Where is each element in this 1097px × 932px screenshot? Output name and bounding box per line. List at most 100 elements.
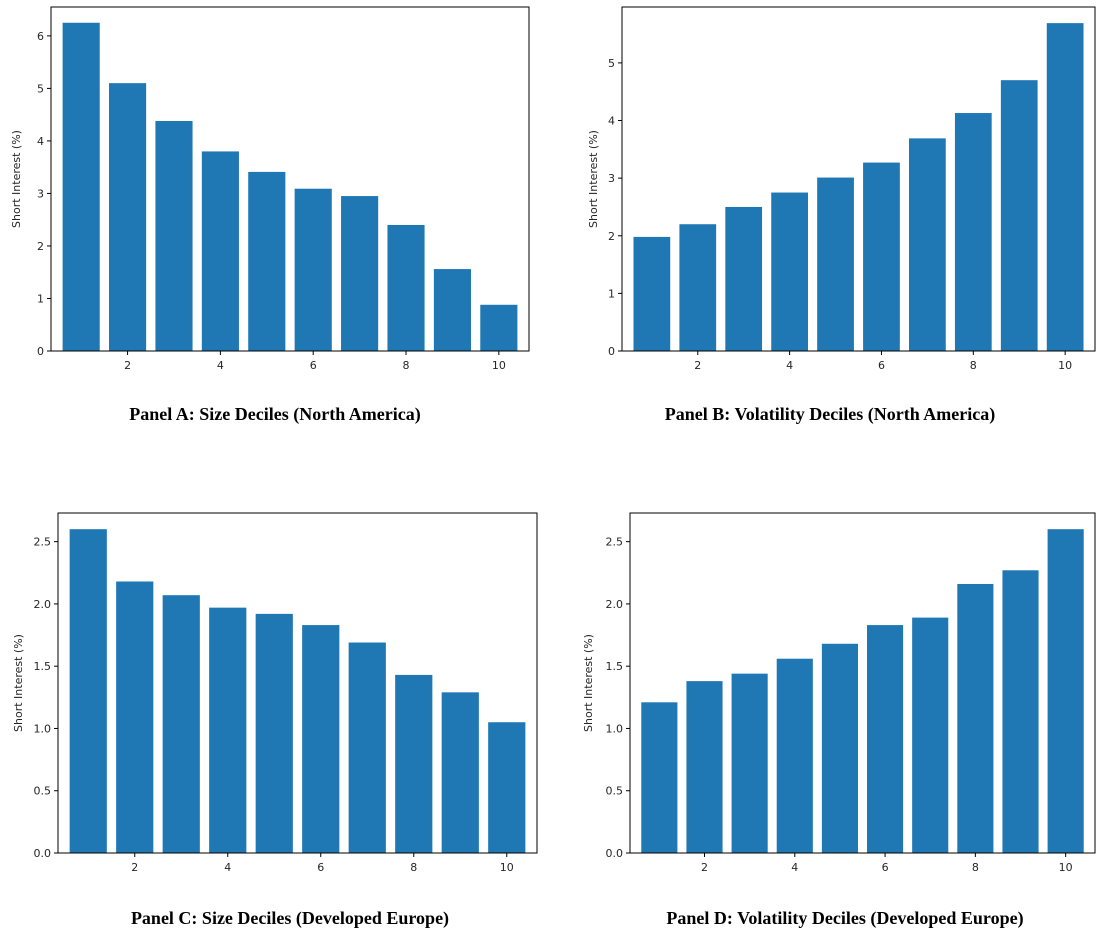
- x-tick-label: 8: [403, 359, 410, 372]
- y-tick-label: 1.0: [606, 722, 624, 735]
- bar-3-3: [731, 673, 768, 853]
- y-tick-label: 1: [37, 292, 44, 305]
- bar-2-3: [162, 595, 200, 853]
- bar-1-7: [909, 138, 946, 351]
- x-tick-label: 10: [1058, 359, 1072, 372]
- x-tick-label: 10: [500, 861, 514, 874]
- x-tick-label: 6: [878, 359, 885, 372]
- chart-panel-2: 2 4 6 8 10 0.0 0.5 1.0 1.5 2.0 2.5 Short Interest (…: [12, 512, 538, 929]
- bar-1-10: [1046, 23, 1084, 351]
- bar-1-8: [954, 113, 992, 351]
- x-tick-label: 4: [224, 861, 231, 874]
- bar-3-4: [776, 658, 813, 853]
- bar-3-6: [867, 625, 904, 853]
- y-tick-label: 2.0: [34, 598, 52, 611]
- y-tick-label: 0.0: [34, 847, 52, 860]
- bar-2-10: [488, 722, 526, 853]
- plot-frame: [629, 512, 1096, 854]
- bar-1-3: [725, 206, 763, 351]
- bar-2-2: [116, 581, 154, 853]
- x-tick-label: 6: [882, 861, 889, 874]
- y-axis-label: Short Interest (%): [12, 634, 25, 732]
- chart-panel-3: 2 4 6 8 10 0.0 0.5 1.0 1.5 2.0 2.5 Short Interest (…: [582, 512, 1096, 929]
- y-tick-label: 2: [37, 240, 44, 253]
- bar-1-1: [633, 236, 671, 351]
- bar-0-1: [62, 22, 100, 351]
- chart-panel-1: 2 4 6 8 10 0 1 2 3 4 5 Short Interest (%) Panel B: V…: [587, 6, 1096, 425]
- bar-0-8: [387, 224, 425, 351]
- bar-2-4: [209, 607, 247, 853]
- bar-3-10: [1047, 529, 1084, 853]
- bar-0-3: [155, 120, 193, 351]
- bar-1-6: [863, 162, 900, 351]
- bar-3-1: [641, 702, 678, 853]
- plot-frame: [621, 6, 1096, 352]
- y-tick-label: 4: [608, 115, 615, 128]
- y-tick-label: 2.5: [606, 536, 624, 549]
- y-axis-label: Short Interest (%): [587, 130, 600, 228]
- bar-0-4: [201, 151, 239, 351]
- bar-1-9: [1000, 80, 1038, 351]
- bar-1-2: [679, 224, 717, 351]
- plot-frame: [57, 512, 538, 854]
- y-tick-label: 6: [37, 30, 44, 43]
- bar-2-7: [348, 642, 386, 853]
- bar-3-5: [821, 643, 858, 853]
- y-tick-label: 5: [37, 82, 44, 95]
- bar-1-4: [771, 192, 808, 351]
- x-tick-label: 2: [701, 861, 708, 874]
- bar-3-8: [957, 583, 994, 853]
- y-axis-label: Short Interest (%): [582, 634, 595, 732]
- plot-frame: [50, 6, 530, 352]
- x-tick-label: 2: [124, 359, 131, 372]
- y-tick-label: 5: [608, 57, 615, 70]
- x-tick-label: 4: [791, 861, 798, 874]
- y-tick-label: 2: [608, 230, 615, 243]
- bar-1-5: [817, 177, 854, 351]
- x-tick-label: 8: [970, 359, 977, 372]
- bar-0-10: [480, 304, 518, 351]
- panel-caption: Panel A: Size Deciles (North America): [129, 404, 420, 425]
- y-tick-label: 0: [37, 345, 44, 358]
- panel-caption: Panel D: Volatility Deciles (Developed E…: [666, 908, 1023, 929]
- bar-0-7: [341, 196, 379, 351]
- x-tick-label: 4: [217, 359, 224, 372]
- bar-2-1: [69, 529, 107, 853]
- bar-2-8: [395, 674, 433, 853]
- y-tick-label: 2.0: [606, 598, 624, 611]
- x-tick-label: 2: [131, 861, 138, 874]
- y-tick-label: 0.5: [34, 785, 52, 798]
- bar-3-9: [1002, 570, 1039, 853]
- y-tick-label: 3: [37, 187, 44, 200]
- panel-caption: Panel C: Size Deciles (Developed Europe): [131, 908, 449, 929]
- y-tick-label: 1.0: [34, 722, 52, 735]
- bar-0-9: [433, 269, 471, 351]
- y-tick-label: 0: [608, 345, 615, 358]
- panel-caption: Panel B: Volatility Deciles (North Ameri…: [665, 404, 995, 425]
- bar-0-2: [109, 83, 147, 351]
- bar-3-7: [912, 617, 949, 853]
- bar-0-5: [248, 171, 286, 351]
- bar-3-2: [686, 681, 723, 853]
- y-tick-label: 1.5: [34, 660, 52, 673]
- x-tick-label: 8: [410, 861, 417, 874]
- y-axis-label: Short Interest (%): [10, 130, 23, 228]
- x-tick-label: 2: [694, 359, 701, 372]
- y-tick-label: 0.0: [606, 847, 624, 860]
- y-tick-label: 2.5: [34, 536, 52, 549]
- y-tick-label: 0.5: [606, 785, 624, 798]
- bar-2-9: [441, 692, 479, 853]
- bar-2-5: [255, 613, 293, 853]
- y-tick-label: 4: [37, 135, 44, 148]
- x-tick-label: 6: [317, 861, 324, 874]
- bar-0-6: [294, 188, 332, 351]
- x-tick-label: 6: [310, 359, 317, 372]
- y-tick-label: 1.5: [606, 660, 624, 673]
- x-tick-label: 10: [1059, 861, 1073, 874]
- x-tick-label: 4: [786, 359, 793, 372]
- x-tick-label: 8: [972, 861, 979, 874]
- y-tick-label: 3: [608, 172, 615, 185]
- bar-2-6: [302, 625, 340, 853]
- chart-panel-0: 2 4 6 8 10 0 1 2 3 4 5 6 Short Interest (%) Panel A: …: [10, 6, 530, 425]
